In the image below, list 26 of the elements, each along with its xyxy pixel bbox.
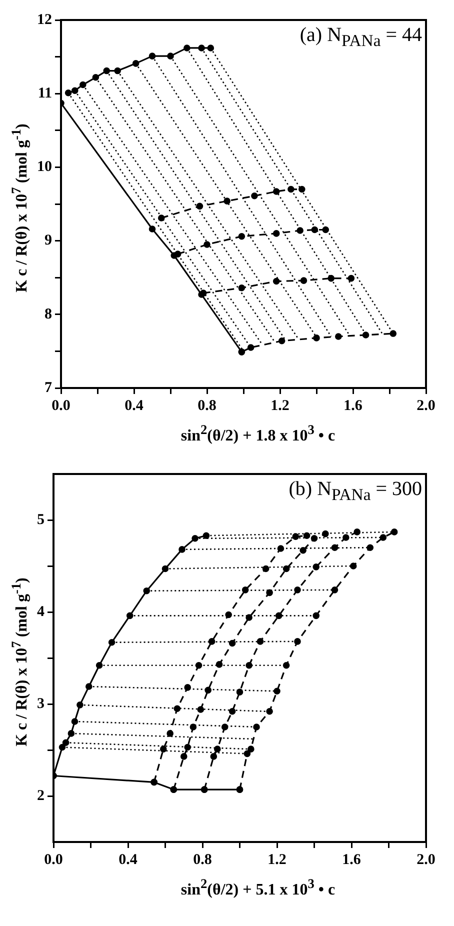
x-tick-label: 0.4 [124, 398, 144, 414]
y-tick-label: 3 [37, 696, 44, 712]
y-tick-label: 8 [44, 306, 52, 322]
y-tick-label: 10 [37, 159, 52, 176]
x-tick-label: 0.0 [52, 398, 70, 414]
y-tick-label: 4 [37, 604, 45, 620]
x-tick-label: 0.4 [118, 852, 138, 868]
y-tick-label: 12 [37, 12, 52, 28]
x-tick-label: 1.2 [270, 398, 290, 414]
x-tick-label: 0.8 [198, 398, 216, 414]
y-tick-label: 5 [37, 512, 44, 528]
x-tick-label: 2.0 [416, 398, 436, 414]
annotation: (a) N$_{PANa}$ = 44 [300, 24, 422, 51]
x-tick-label: 1.6 [344, 398, 363, 414]
x-tick-label: 0.0 [44, 852, 63, 868]
y-tick-label: 9 [44, 232, 52, 249]
x-tick-label: 0.8 [193, 852, 212, 868]
x-tick-label: 1.2 [268, 852, 286, 868]
x-axis-title: sin$^{2}$(θ/2) + 5.1 x 10$^{3}$ • c [180, 876, 336, 900]
y-tick-label: 7 [44, 380, 52, 396]
x-axis-title: sin$^{2}$(θ/2) + 1.8 x 10$^{3}$ • c [180, 422, 336, 446]
y-tick-label: 11 [38, 85, 52, 102]
y-tick-label: 2 [37, 788, 44, 804]
x-tick-label: 2.0 [416, 852, 436, 868]
x-tick-label: 1.6 [342, 852, 362, 868]
annotation: (b) N$_{PANa}$ = 300 [288, 478, 422, 505]
